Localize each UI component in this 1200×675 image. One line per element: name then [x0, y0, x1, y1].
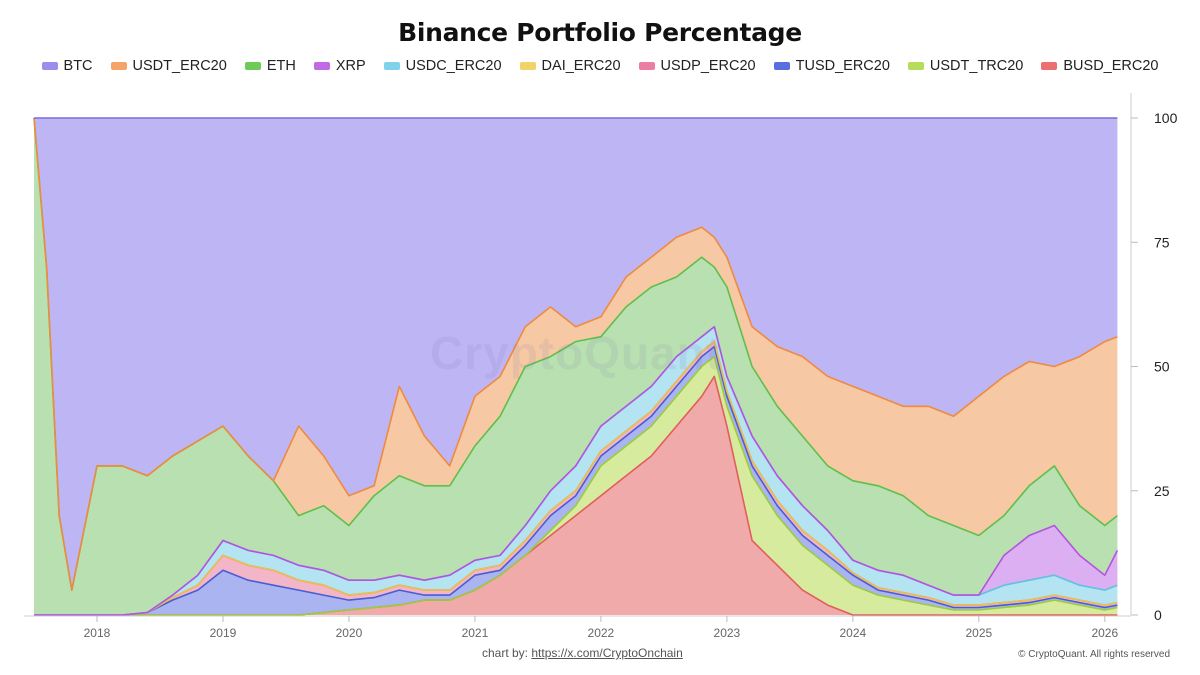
- legend-label: USDT_TRC20: [929, 58, 1024, 74]
- x-tick-label: 2026: [1091, 626, 1118, 640]
- credit-line: chart by: https://x.com/CryptoOnchain: [482, 646, 683, 660]
- x-tick-label: 2022: [588, 626, 615, 640]
- legend-label: XRP: [335, 58, 366, 74]
- legend-item-btc[interactable]: BTC: [41, 58, 93, 74]
- y-tick-label: 25: [1154, 483, 1170, 499]
- legend-label: BTC: [63, 58, 93, 74]
- x-tick-label: 2023: [714, 626, 741, 640]
- legend-item-eth[interactable]: ETH: [244, 58, 296, 74]
- legend-swatch: [519, 62, 536, 70]
- legend-swatch: [41, 62, 58, 70]
- credit-link[interactable]: https://x.com/CryptoOnchain: [531, 646, 683, 660]
- legend-label: DAI_ERC20: [541, 58, 621, 74]
- legend-swatch: [313, 62, 330, 70]
- legend-item-tusd-erc20[interactable]: TUSD_ERC20: [773, 58, 890, 74]
- x-tick-label: 2018: [84, 626, 111, 640]
- y-tick-label: 50: [1154, 359, 1170, 375]
- line-tusd-erc20: [34, 345, 1118, 616]
- y-tick-label: 75: [1154, 234, 1170, 250]
- legend-swatch: [244, 62, 261, 70]
- area-usdt-erc20: [34, 118, 1118, 591]
- legend-swatch: [907, 62, 924, 70]
- x-tick-label: 2020: [336, 626, 363, 640]
- x-tick-label: 2025: [965, 626, 992, 640]
- legend-label: BUSD_ERC20: [1063, 58, 1159, 74]
- chart-title: Binance Portfolio Percentage: [398, 18, 802, 47]
- legend-swatch: [383, 62, 400, 70]
- x-tick-label: 2024: [839, 626, 866, 640]
- line-usdt-trc20: [34, 355, 1118, 616]
- line-xrp: [34, 325, 1119, 616]
- line-dai-erc20: [34, 340, 1118, 616]
- area-busd-erc20: [34, 376, 1118, 615]
- legend-label: USDT_ERC20: [132, 58, 227, 74]
- legend-item-usdp-erc20[interactable]: USDP_ERC20: [638, 58, 756, 74]
- legend-swatch: [110, 62, 127, 70]
- legend-item-usdc-erc20[interactable]: USDC_ERC20: [383, 58, 502, 74]
- legend-label: USDC_ERC20: [405, 58, 502, 74]
- legend-item-dai-erc20[interactable]: DAI_ERC20: [519, 58, 621, 74]
- legend-label: TUSD_ERC20: [795, 58, 890, 74]
- credit-prefix: chart by:: [482, 646, 532, 660]
- y-tick-label: 100: [1154, 110, 1178, 126]
- area-btc: [34, 118, 1118, 591]
- copyright: © CryptoQuant. All rights reserved: [1018, 649, 1170, 660]
- x-tick-label: 2021: [462, 626, 489, 640]
- legend-swatch: [773, 62, 790, 70]
- legend: BTC USDT_ERC20 ETH XRP USDC_ERC20 DAI_ERC20 US…: [0, 58, 1200, 74]
- legend-item-usdt-erc20[interactable]: USDT_ERC20: [110, 58, 227, 74]
- area-eth: [34, 118, 1118, 615]
- legend-swatch: [638, 62, 655, 70]
- legend-item-busd-erc20[interactable]: BUSD_ERC20: [1041, 58, 1158, 74]
- legend-item-usdt-trc20[interactable]: USDT_TRC20: [907, 58, 1024, 74]
- line-usdt-erc20: [33, 117, 1118, 591]
- area-usdc-erc20: [34, 326, 1118, 615]
- y-tick-label: 0: [1154, 607, 1162, 623]
- legend-item-xrp[interactable]: XRP: [313, 58, 366, 74]
- legend-label: USDP_ERC20: [660, 58, 756, 74]
- legend-label: ETH: [266, 58, 296, 74]
- x-tick-label: 2019: [210, 626, 237, 640]
- legend-swatch: [1041, 62, 1058, 70]
